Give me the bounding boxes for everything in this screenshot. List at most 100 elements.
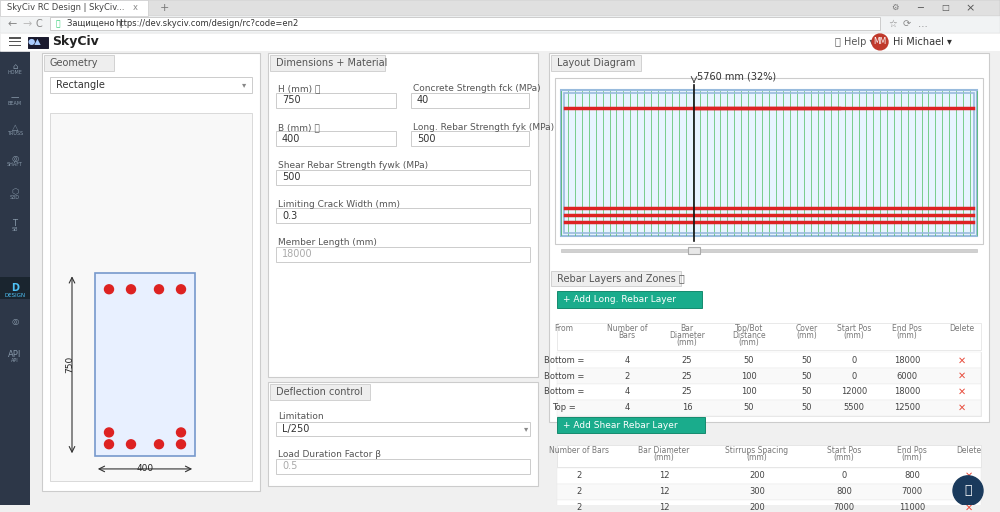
Text: 400: 400 bbox=[136, 464, 154, 474]
Bar bbox=[50, 77, 252, 93]
Text: 11000: 11000 bbox=[899, 503, 925, 512]
Text: 50: 50 bbox=[802, 388, 812, 396]
Text: 50: 50 bbox=[802, 372, 812, 380]
Text: 12500: 12500 bbox=[894, 403, 920, 412]
Text: ⌂: ⌂ bbox=[12, 61, 18, 71]
Text: 0.3: 0.3 bbox=[282, 211, 297, 221]
Bar bbox=[276, 170, 530, 185]
Text: ✕: ✕ bbox=[965, 471, 973, 481]
Bar bbox=[557, 417, 705, 433]
Text: 500: 500 bbox=[282, 172, 300, 182]
Text: 2: 2 bbox=[576, 487, 582, 496]
Text: (mm): (mm) bbox=[797, 331, 817, 340]
Text: Bar: Bar bbox=[680, 324, 694, 333]
Bar bbox=[268, 53, 538, 377]
Text: ✕: ✕ bbox=[965, 502, 973, 512]
Text: 4: 4 bbox=[624, 403, 630, 412]
Text: ▾: ▾ bbox=[242, 80, 246, 90]
Text: Member Length (mm): Member Length (mm) bbox=[278, 239, 377, 247]
Text: 6000: 6000 bbox=[896, 372, 918, 380]
Text: 300: 300 bbox=[749, 487, 765, 496]
Text: Bars: Bars bbox=[618, 331, 636, 340]
Text: 12: 12 bbox=[659, 503, 669, 512]
Bar bbox=[276, 421, 530, 436]
Text: 12: 12 bbox=[659, 472, 669, 480]
Text: 💬: 💬 bbox=[964, 484, 972, 497]
Text: Delete: Delete bbox=[956, 445, 982, 455]
Text: 750: 750 bbox=[282, 95, 301, 105]
Text: 400: 400 bbox=[282, 134, 300, 144]
Circle shape bbox=[126, 440, 136, 449]
Text: 4: 4 bbox=[624, 388, 630, 396]
Text: (mm): (mm) bbox=[902, 453, 922, 462]
Text: ⓘ Help ▾: ⓘ Help ▾ bbox=[835, 37, 874, 47]
Circle shape bbox=[176, 285, 186, 294]
Text: Rebar Layers and Zones ⓘ: Rebar Layers and Zones ⓘ bbox=[557, 274, 685, 284]
Text: BEAM: BEAM bbox=[8, 101, 22, 106]
Text: + Add Shear Rebar Layer: + Add Shear Rebar Layer bbox=[563, 420, 678, 430]
Text: (mm): (mm) bbox=[677, 338, 697, 347]
Text: 25: 25 bbox=[682, 356, 692, 365]
Text: Bar Diameter: Bar Diameter bbox=[638, 445, 690, 455]
Text: Защищено  |: Защищено | bbox=[67, 19, 128, 28]
Bar bbox=[549, 53, 989, 421]
Bar bbox=[30, 51, 1000, 505]
Text: 5500: 5500 bbox=[844, 403, 864, 412]
Text: 0: 0 bbox=[851, 356, 857, 365]
Text: Top =: Top = bbox=[552, 403, 576, 412]
Text: Concrete Strength fck (MPa): Concrete Strength fck (MPa) bbox=[413, 84, 541, 93]
Text: (mm): (mm) bbox=[844, 331, 864, 340]
Text: ✕: ✕ bbox=[958, 387, 966, 397]
Bar bbox=[411, 93, 529, 108]
Text: Limiting Crack Width (mm): Limiting Crack Width (mm) bbox=[278, 200, 400, 209]
Text: End Pos: End Pos bbox=[892, 324, 922, 333]
Text: MM: MM bbox=[873, 37, 887, 47]
Text: 2: 2 bbox=[576, 472, 582, 480]
Text: API: API bbox=[11, 358, 19, 363]
Bar bbox=[557, 400, 981, 416]
Text: (mm): (mm) bbox=[897, 331, 917, 340]
Bar bbox=[276, 93, 396, 108]
Text: ─: ─ bbox=[917, 3, 923, 13]
Text: Bottom =: Bottom = bbox=[544, 356, 584, 365]
Text: Delete: Delete bbox=[949, 324, 975, 333]
Text: Stirrups Spacing: Stirrups Spacing bbox=[725, 445, 789, 455]
Bar bbox=[555, 78, 983, 244]
Text: (mm): (mm) bbox=[834, 453, 854, 462]
Text: SB: SB bbox=[12, 226, 18, 231]
Text: Rectangle: Rectangle bbox=[56, 80, 105, 90]
Text: 50: 50 bbox=[744, 356, 754, 365]
Text: 18000: 18000 bbox=[282, 249, 313, 259]
Bar bbox=[557, 445, 981, 467]
Text: T: T bbox=[12, 219, 18, 228]
Bar bbox=[564, 93, 974, 233]
Bar bbox=[0, 16, 1000, 33]
Circle shape bbox=[104, 440, 114, 449]
Text: End Pos: End Pos bbox=[897, 445, 927, 455]
Bar bbox=[148, 0, 1000, 16]
Text: 7000: 7000 bbox=[901, 487, 923, 496]
Bar bbox=[276, 131, 396, 146]
Text: 0: 0 bbox=[851, 372, 857, 380]
Text: 25: 25 bbox=[682, 388, 692, 396]
Text: B (mm) ⓘ: B (mm) ⓘ bbox=[278, 123, 320, 132]
Text: Dimensions + Material: Dimensions + Material bbox=[276, 58, 387, 68]
Text: Start Pos: Start Pos bbox=[837, 324, 871, 333]
Text: 🔒: 🔒 bbox=[56, 19, 61, 28]
Text: Distance: Distance bbox=[732, 331, 766, 340]
Text: Hi Michael ▾: Hi Michael ▾ bbox=[893, 37, 952, 47]
Text: 40: 40 bbox=[417, 95, 429, 105]
Circle shape bbox=[953, 476, 983, 505]
Text: Geometry: Geometry bbox=[50, 58, 98, 68]
Text: SHAFT: SHAFT bbox=[7, 162, 23, 167]
Text: ←: ← bbox=[8, 19, 17, 29]
Text: x: x bbox=[132, 4, 138, 12]
Text: 12: 12 bbox=[659, 487, 669, 496]
Text: Shear Rebar Strength fywk (MPa): Shear Rebar Strength fywk (MPa) bbox=[278, 161, 428, 170]
Text: 7000: 7000 bbox=[833, 503, 855, 512]
Bar bbox=[0, 0, 148, 16]
Text: 800: 800 bbox=[836, 487, 852, 496]
Bar bbox=[9, 41, 21, 42]
Bar bbox=[557, 291, 702, 308]
Text: SkyCiv RC Design | SkyCiv...: SkyCiv RC Design | SkyCiv... bbox=[7, 4, 124, 12]
